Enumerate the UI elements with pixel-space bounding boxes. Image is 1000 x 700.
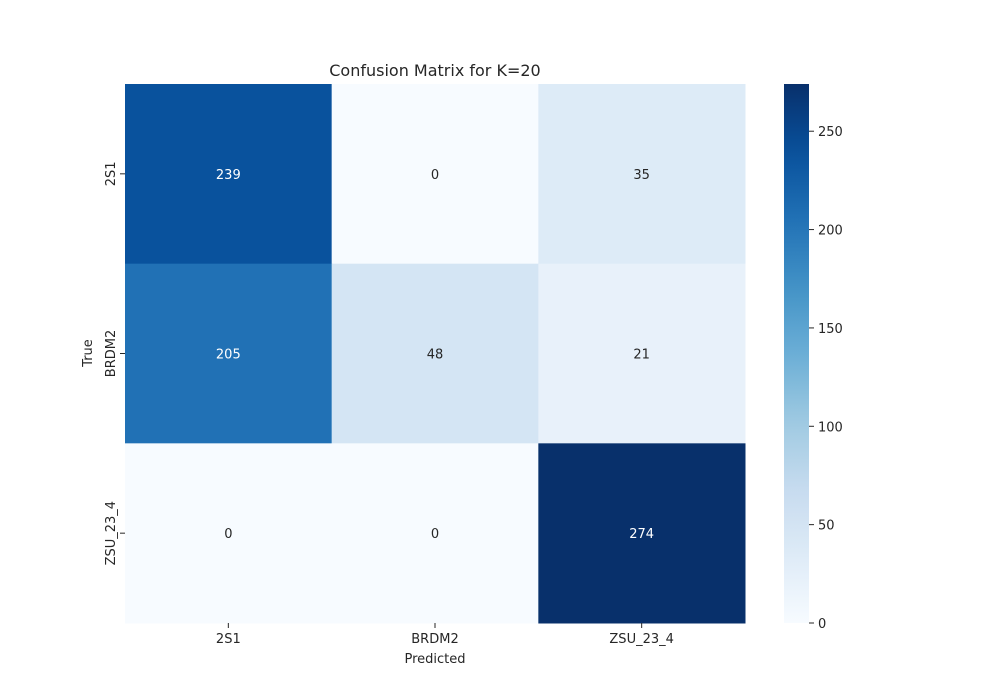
heatmap-cells: 239 0 35 205 48 21 0 0 274 bbox=[125, 84, 746, 624]
cell-value-label: 0 bbox=[431, 168, 439, 183]
colorbar-tick-label: 150 bbox=[818, 322, 843, 337]
heatmap-cell bbox=[331, 443, 539, 624]
y-tick-label: 2S1 bbox=[104, 161, 119, 186]
chart-title: Confusion Matrix for K=20 bbox=[329, 61, 540, 80]
cell-value-label: 274 bbox=[629, 527, 654, 542]
colorbar-tick-label: 100 bbox=[818, 420, 843, 435]
heatmap-cell bbox=[125, 84, 333, 265]
cell-value-label: 21 bbox=[633, 348, 650, 363]
cell-value-label: 205 bbox=[216, 348, 241, 363]
x-tick-label: BRDM2 bbox=[411, 632, 458, 647]
cell-value-label: 48 bbox=[427, 348, 444, 363]
colorbar-tick-label: 0 bbox=[818, 617, 826, 632]
heatmap-cell bbox=[331, 263, 539, 444]
heatmap-cell bbox=[538, 263, 746, 444]
heatmap-cell bbox=[538, 84, 746, 265]
y-tick-label: ZSU_23_4 bbox=[104, 501, 119, 566]
y-tick-label: BRDM2 bbox=[104, 330, 119, 377]
x-axis-label: Predicted bbox=[404, 652, 465, 667]
colorbar-tick-label: 200 bbox=[818, 224, 843, 239]
cell-value-label: 35 bbox=[633, 168, 650, 183]
colorbar-tick-label: 250 bbox=[818, 125, 843, 140]
cell-value-label: 239 bbox=[216, 168, 241, 183]
y-axis-ticks: 2S1 BRDM2 ZSU_23_4 bbox=[104, 161, 125, 565]
heatmap-cell bbox=[331, 84, 539, 265]
x-tick-label: 2S1 bbox=[216, 632, 241, 647]
heatmap-cell bbox=[125, 263, 333, 444]
heatmap-cell bbox=[125, 443, 333, 624]
x-tick-label: ZSU_23_4 bbox=[609, 632, 674, 647]
colorbar bbox=[784, 84, 809, 623]
cell-value-label: 0 bbox=[224, 527, 232, 542]
colorbar-tick-label: 50 bbox=[818, 519, 835, 534]
cell-value-label: 0 bbox=[431, 527, 439, 542]
colorbar-ticks: 0 50 100 150 200 250 bbox=[809, 125, 843, 632]
heatmap-cell bbox=[538, 443, 746, 624]
x-axis-ticks: 2S1 BRDM2 ZSU_23_4 bbox=[216, 623, 674, 647]
y-axis-label: True bbox=[81, 339, 96, 368]
